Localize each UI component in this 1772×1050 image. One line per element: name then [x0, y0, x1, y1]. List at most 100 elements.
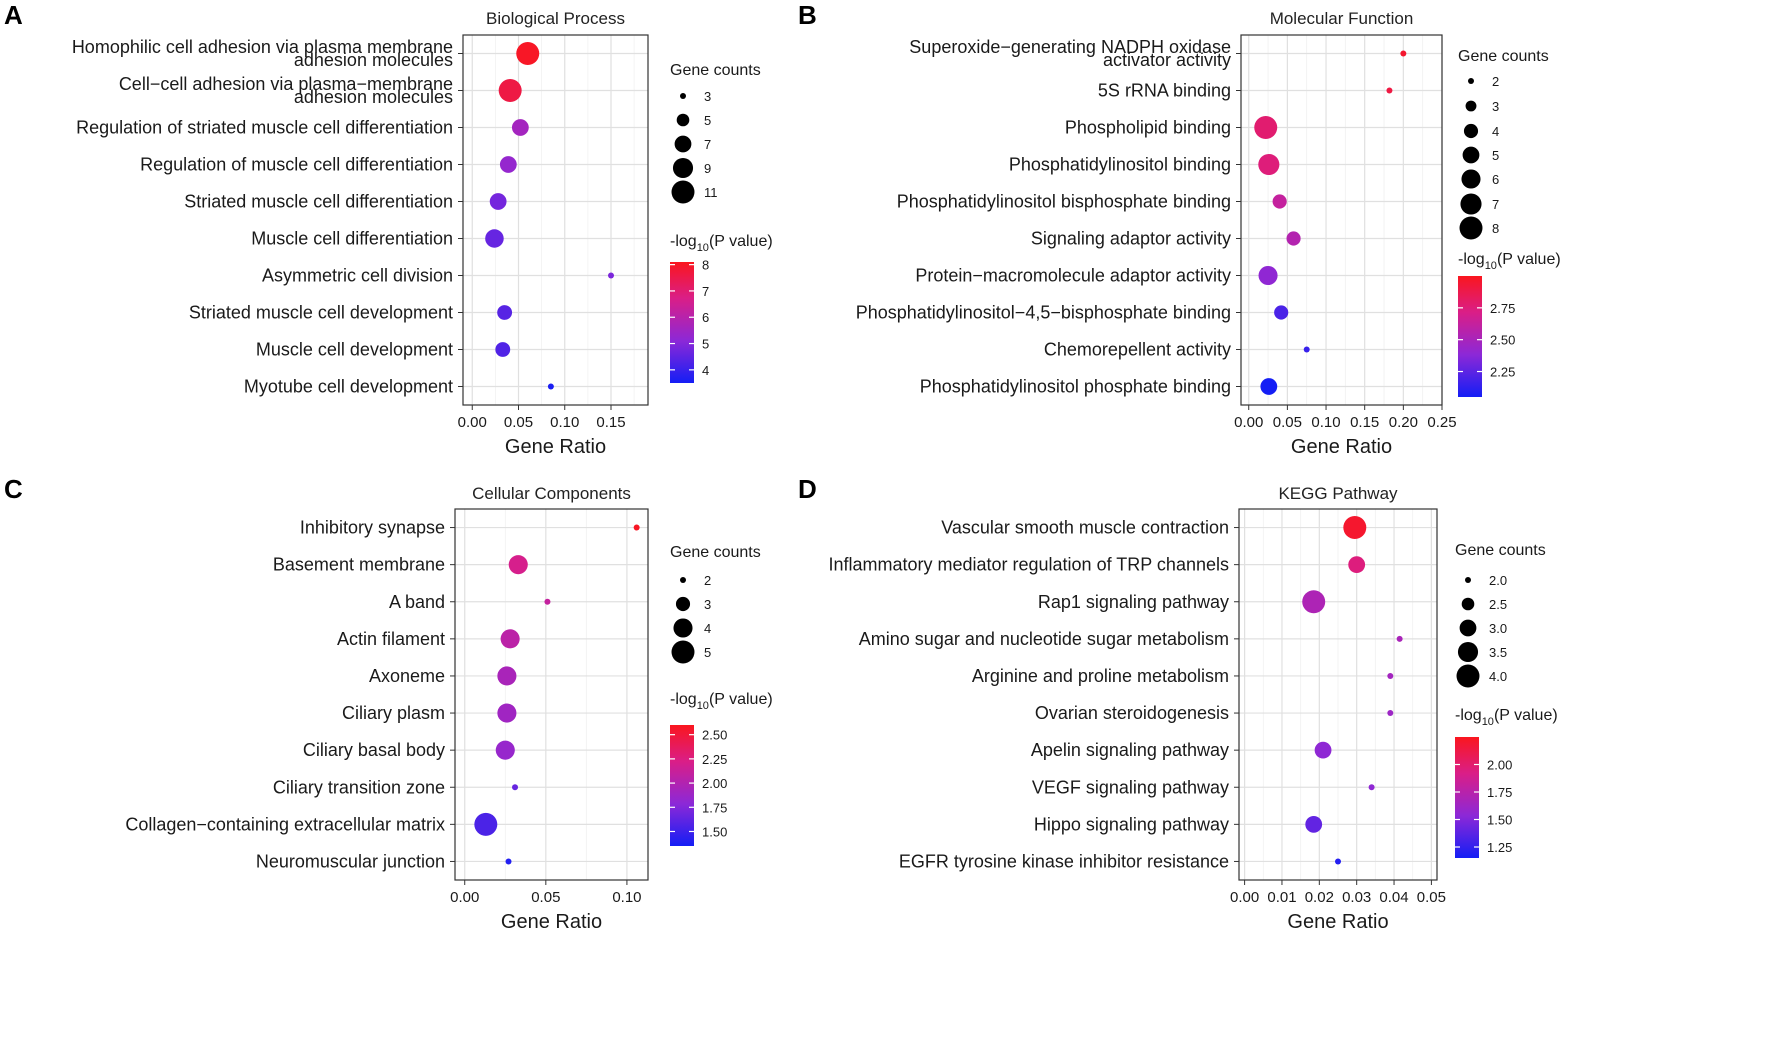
color-legend-title-part: -log	[1458, 251, 1485, 268]
y-tick-label: Myotube cell development	[244, 377, 453, 397]
panel-letter: B	[798, 0, 817, 30]
size-legend-dot	[671, 640, 695, 664]
y-tick-label: Striated muscle cell development	[189, 303, 453, 323]
x-tick-label: 0.10	[1311, 414, 1340, 431]
y-tick-label: Cell−cell adhesion via plasma−membrane ad…	[119, 74, 453, 107]
size-legend-label: 4	[1492, 124, 1499, 139]
x-tick-label: 0.15	[596, 414, 625, 431]
x-tick-label: 0.00	[458, 414, 487, 431]
data-point	[512, 784, 519, 791]
data-point	[500, 629, 520, 649]
size-legend-dot	[1461, 169, 1481, 189]
color-legend-title-subscript: 10	[697, 700, 709, 712]
colorbar-tick-label: 8	[702, 258, 709, 273]
x-tick-label: 0.10	[612, 889, 641, 906]
size-legend-dot	[1460, 193, 1482, 215]
data-point	[547, 383, 554, 390]
y-tick-label: Hippo signaling pathway	[1034, 814, 1229, 834]
x-tick-label: 0.05	[1417, 889, 1446, 906]
data-point	[1260, 378, 1278, 395]
y-tick-label: Phosphatidylinositol−4,5−bisphosphate bi…	[856, 303, 1231, 323]
size-legend-label: 6	[1492, 172, 1499, 187]
y-tick-label: Phospholipid binding	[1065, 118, 1231, 138]
data-point	[516, 42, 540, 65]
data-point	[505, 858, 512, 865]
y-tick-label: Signaling adaptor activity	[1031, 229, 1231, 249]
y-tick-label: Vascular smooth muscle contraction	[941, 518, 1229, 538]
size-legend-title: Gene counts	[670, 544, 761, 561]
color-legend-title-part: (P value)	[1497, 251, 1561, 268]
y-tick-label: Asymmetric cell division	[262, 266, 453, 286]
size-legend-label: 5	[1492, 148, 1499, 163]
plot-title: Biological Process	[486, 9, 625, 28]
y-tick-label-line: Cell−cell adhesion via plasma−membrane	[119, 74, 453, 94]
color-legend-title-part: (P value)	[709, 233, 773, 250]
y-tick-label: Protein−macromolecule adaptor activity	[915, 266, 1231, 286]
size-legend-dot	[1465, 100, 1477, 112]
panel-b: B Molecular Function Superoxide−generating…	[798, 0, 1561, 458]
y-tick-label: Superoxide−generating NADPH oxidase activ…	[909, 37, 1231, 70]
data-point	[1254, 116, 1278, 139]
colorbar-tick-label: 5	[702, 337, 709, 352]
colorbar-tick-label: 2.25	[1490, 365, 1515, 380]
y-tick-label-line: adhesion molecules	[294, 87, 453, 107]
data-point	[495, 342, 511, 357]
y-tick-label: Muscle cell development	[256, 340, 453, 360]
y-tick-label-line: activator activity	[1103, 50, 1231, 70]
x-tick-label: 0.05	[531, 889, 560, 906]
size-legend-label: 3.5	[1489, 645, 1507, 660]
size-legend-dot	[676, 113, 690, 127]
data-point	[1286, 231, 1301, 246]
x-tick-label: 0.05	[504, 414, 533, 431]
x-tick-label: 0.20	[1389, 414, 1418, 431]
color-legend-title-part: (P value)	[1494, 707, 1558, 724]
data-point	[1335, 858, 1341, 865]
y-tick-label: Phosphatidylinositol binding	[1009, 155, 1231, 175]
data-point	[1396, 635, 1403, 642]
y-tick-label: Ciliary plasm	[342, 703, 445, 723]
y-tick-label: Phosphatidylinositol bisphosphate bindin…	[897, 192, 1231, 212]
colorbar-tick-label: 2.00	[702, 776, 727, 791]
x-tick-label: 0.00	[450, 889, 479, 906]
y-tick-label: Muscle cell differentiation	[251, 229, 453, 249]
size-legend-label: 7	[1492, 197, 1499, 212]
y-tick-label: VEGF signaling pathway	[1032, 777, 1229, 797]
size-legend-label: 11	[704, 185, 718, 200]
size-legend-label: 3.0	[1489, 621, 1507, 636]
panel-c: C Cellular Components Inhibitory synapse Ba…	[4, 474, 773, 933]
data-point	[1258, 153, 1280, 176]
y-tick-label: Axoneme	[369, 666, 445, 686]
y-tick-label: Ciliary basal body	[303, 740, 445, 760]
colorbar-tick-label: 2.50	[702, 728, 727, 743]
plot-area	[463, 35, 648, 405]
y-tick-label: Regulation of striated muscle cell diffe…	[76, 118, 453, 138]
x-tick-label: 0.05	[1273, 414, 1302, 431]
color-legend-title-subscript: 10	[1482, 716, 1494, 728]
size-legend-label: 5	[704, 645, 711, 660]
y-tick-label-line: adhesion molecules	[294, 50, 453, 70]
panel-letter: D	[798, 474, 817, 504]
data-point	[485, 229, 504, 248]
size-legend-dot	[1459, 619, 1477, 637]
y-tick-label: Chemorepellent activity	[1044, 340, 1231, 360]
data-point	[1305, 815, 1323, 833]
data-point	[489, 193, 507, 210]
y-tick-label: Regulation of muscle cell differentiatio…	[140, 155, 453, 175]
size-legend-label: 8	[1492, 221, 1499, 236]
size-legend-label: 2.0	[1489, 573, 1507, 588]
y-tick-label: Inflammatory mediator regulation of TRP …	[828, 555, 1229, 575]
y-tick-label: Collagen−containing extracellular matrix	[125, 814, 445, 834]
plot-frame	[462, 34, 649, 406]
y-tick-label: Neuromuscular junction	[256, 851, 445, 871]
x-tick-label: 0.15	[1350, 414, 1379, 431]
data-point	[508, 555, 528, 575]
colorbar-tick-label: 6	[702, 310, 709, 325]
plot-frame	[1240, 34, 1443, 406]
size-legend-dot	[675, 596, 691, 612]
data-point	[1343, 516, 1367, 540]
size-legend-label: 5	[704, 113, 711, 128]
colorbar-tick-label: 7	[702, 284, 709, 299]
data-point	[1348, 556, 1366, 574]
size-legend-label: 4	[704, 621, 711, 636]
y-tick-label-line: Homophilic cell adhesion via plasma memb…	[72, 37, 453, 57]
